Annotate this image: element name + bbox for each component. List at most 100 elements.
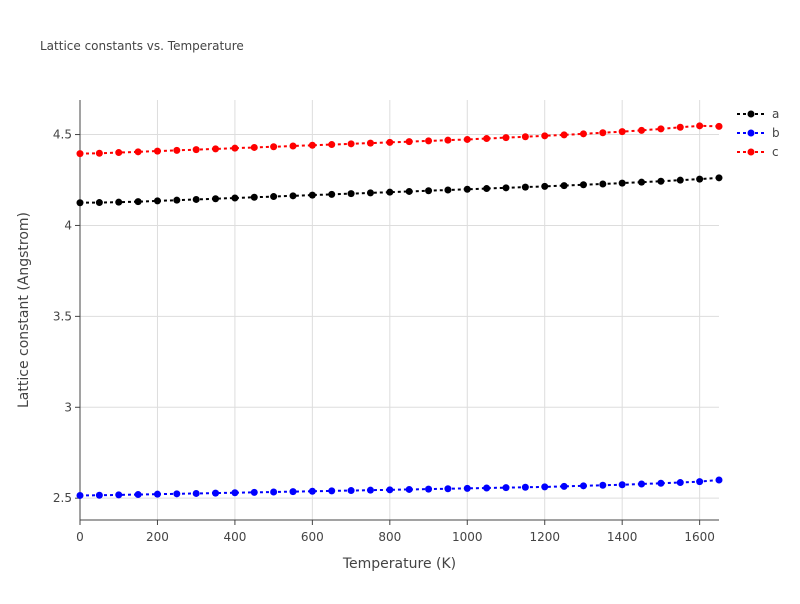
data-point-c xyxy=(483,135,491,143)
data-point-c xyxy=(599,129,607,137)
data-point-b xyxy=(696,478,704,486)
data-point-c xyxy=(425,137,433,145)
data-point-a xyxy=(425,187,433,195)
series-b xyxy=(76,476,723,499)
data-point-b xyxy=(483,484,491,492)
data-point-b xyxy=(618,481,626,489)
data-point-b xyxy=(115,491,123,499)
x-tick-label: 1000 xyxy=(452,530,483,544)
series-layer xyxy=(76,122,723,499)
data-point-b xyxy=(715,476,723,484)
x-tick-label: 400 xyxy=(223,530,246,544)
data-point-b xyxy=(308,487,316,495)
data-point-c xyxy=(231,144,239,152)
legend-item-a[interactable]: a xyxy=(737,107,779,121)
data-point-c xyxy=(173,146,181,154)
legend-label: a xyxy=(772,107,779,121)
legend-label: b xyxy=(772,126,780,140)
data-point-b xyxy=(153,490,161,498)
data-point-c xyxy=(502,134,510,142)
data-point-a xyxy=(618,179,626,187)
series-line-a xyxy=(79,176,720,204)
data-point-c xyxy=(386,138,394,146)
data-point-a xyxy=(347,190,355,198)
x-tick-label: 200 xyxy=(146,530,169,544)
data-point-c xyxy=(521,133,529,141)
legend-swatch-marker xyxy=(747,110,755,118)
data-point-c xyxy=(250,143,258,151)
data-point-a xyxy=(560,182,568,190)
data-point-b xyxy=(95,491,103,499)
data-point-b xyxy=(444,485,452,493)
data-point-a xyxy=(696,175,704,183)
data-point-a xyxy=(115,198,123,206)
data-point-c xyxy=(95,149,103,157)
data-point-a xyxy=(579,181,587,189)
x-tick-label: 800 xyxy=(378,530,401,544)
legend-item-c[interactable]: c xyxy=(737,145,779,159)
data-point-b xyxy=(657,479,665,487)
data-point-b xyxy=(231,489,239,497)
data-point-a xyxy=(76,199,84,207)
x-tick-label: 0 xyxy=(76,530,84,544)
legend-item-b[interactable]: b xyxy=(737,126,780,140)
data-point-a xyxy=(250,193,258,201)
y-tick-label: 4 xyxy=(64,218,72,232)
data-point-a xyxy=(599,180,607,188)
x-tick-label: 600 xyxy=(301,530,324,544)
x-tick-label: 1200 xyxy=(529,530,560,544)
grid-lines xyxy=(79,100,719,520)
data-point-b xyxy=(541,483,549,491)
x-tick-label: 1600 xyxy=(684,530,715,544)
data-point-c xyxy=(463,135,471,143)
data-point-a xyxy=(521,183,529,191)
data-point-a xyxy=(231,194,239,202)
data-point-a xyxy=(308,191,316,199)
data-point-c xyxy=(657,125,665,133)
data-point-c xyxy=(541,132,549,140)
data-point-b xyxy=(463,484,471,492)
data-point-a xyxy=(366,189,374,197)
data-point-a xyxy=(328,190,336,198)
data-point-b xyxy=(250,488,258,496)
data-point-b xyxy=(212,489,220,497)
x-axis-title: Temperature (K) xyxy=(342,556,456,572)
data-point-b xyxy=(289,488,297,496)
data-point-a xyxy=(676,176,684,184)
data-point-a xyxy=(463,185,471,193)
data-point-b xyxy=(502,484,510,492)
legend-swatch-marker xyxy=(747,129,755,137)
data-point-c xyxy=(76,150,84,158)
series-c xyxy=(76,122,723,158)
data-point-a xyxy=(153,197,161,205)
data-point-a xyxy=(541,182,549,190)
tick-labels: 0 200 400 600 800 1000 1200 1400 1600 2.5 3 3.5 4 4.5 xyxy=(53,128,715,544)
y-axis-title: Lattice constant (Angstrom) xyxy=(16,212,32,408)
data-point-b xyxy=(270,488,278,496)
data-point-c xyxy=(638,126,646,134)
axes xyxy=(75,100,719,525)
data-point-a xyxy=(715,174,723,182)
data-point-b xyxy=(76,491,84,499)
data-point-c xyxy=(115,149,123,157)
data-point-b xyxy=(366,486,374,494)
data-point-c xyxy=(618,128,626,136)
data-point-a xyxy=(638,178,646,186)
data-point-a xyxy=(212,195,220,203)
data-point-b xyxy=(386,486,394,494)
data-point-b xyxy=(192,489,200,497)
data-point-a xyxy=(95,199,103,207)
data-point-a xyxy=(483,185,491,193)
data-point-a xyxy=(192,195,200,203)
data-point-c xyxy=(560,131,568,139)
y-tick-label: 2.5 xyxy=(53,491,72,505)
data-point-c xyxy=(579,130,587,138)
data-point-c xyxy=(696,122,704,130)
data-point-b xyxy=(425,485,433,493)
data-point-a xyxy=(444,186,452,194)
data-point-c xyxy=(715,122,723,130)
data-point-c xyxy=(153,147,161,155)
data-point-a xyxy=(134,198,142,206)
